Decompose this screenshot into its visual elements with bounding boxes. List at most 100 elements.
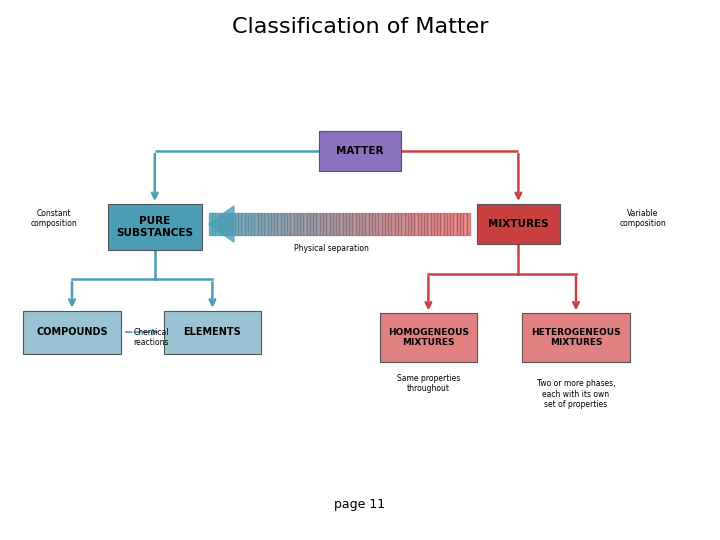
Text: Variable
composition: Variable composition	[619, 209, 666, 228]
Text: ELEMENTS: ELEMENTS	[184, 327, 241, 337]
Polygon shape	[209, 206, 234, 242]
FancyBboxPatch shape	[477, 204, 560, 244]
Bar	[277, 213, 281, 235]
Bar	[349, 213, 352, 235]
Bar	[248, 213, 251, 235]
Bar	[333, 213, 336, 235]
Bar	[366, 213, 369, 235]
Bar	[225, 213, 228, 235]
Bar	[379, 213, 382, 235]
Bar	[215, 213, 219, 235]
Bar	[343, 213, 346, 235]
Bar	[245, 213, 248, 235]
Bar	[313, 213, 317, 235]
Bar	[359, 213, 362, 235]
Bar	[401, 213, 405, 235]
Bar	[428, 213, 431, 235]
FancyBboxPatch shape	[319, 131, 402, 172]
Bar	[254, 213, 258, 235]
Bar	[414, 213, 418, 235]
Text: Classification of Matter: Classification of Matter	[232, 17, 488, 37]
Bar	[418, 213, 421, 235]
Bar	[456, 213, 460, 235]
FancyBboxPatch shape	[163, 310, 261, 354]
Text: Same properties
throughout: Same properties throughout	[397, 374, 460, 393]
Bar	[382, 213, 385, 235]
Bar	[219, 213, 222, 235]
Bar	[411, 213, 414, 235]
Bar	[405, 213, 408, 235]
Bar	[287, 213, 290, 235]
Bar	[467, 213, 469, 235]
Bar	[330, 213, 333, 235]
Bar	[431, 213, 434, 235]
Bar	[369, 213, 372, 235]
Bar	[268, 213, 271, 235]
Bar	[310, 213, 313, 235]
Bar	[408, 213, 411, 235]
FancyBboxPatch shape	[380, 313, 477, 362]
Bar	[447, 213, 450, 235]
Bar	[356, 213, 359, 235]
Bar	[463, 213, 467, 235]
Bar	[258, 213, 261, 235]
Bar	[241, 213, 245, 235]
Text: PURE
SUBSTANCES: PURE SUBSTANCES	[117, 216, 193, 238]
Bar	[460, 213, 463, 235]
Bar	[421, 213, 424, 235]
Bar	[238, 213, 241, 235]
Text: HETEROGENEOUS
MIXTURES: HETEROGENEOUS MIXTURES	[531, 328, 621, 347]
FancyBboxPatch shape	[108, 204, 202, 249]
Bar	[222, 213, 225, 235]
Bar	[307, 213, 310, 235]
Bar	[398, 213, 401, 235]
Bar	[323, 213, 326, 235]
Bar	[212, 213, 215, 235]
Bar	[372, 213, 375, 235]
Bar	[336, 213, 339, 235]
Bar	[352, 213, 356, 235]
Bar	[209, 213, 212, 235]
Bar	[320, 213, 323, 235]
Bar	[450, 213, 454, 235]
Bar	[444, 213, 447, 235]
Bar	[346, 213, 349, 235]
Bar	[375, 213, 379, 235]
Bar	[454, 213, 456, 235]
Text: COMPOUNDS: COMPOUNDS	[36, 327, 108, 337]
Text: Constant
composition: Constant composition	[31, 209, 77, 228]
Bar	[434, 213, 437, 235]
Text: page 11: page 11	[334, 498, 386, 511]
Bar	[261, 213, 264, 235]
Bar	[362, 213, 366, 235]
Bar	[264, 213, 268, 235]
Bar	[235, 213, 238, 235]
Bar	[339, 213, 343, 235]
FancyBboxPatch shape	[23, 310, 121, 354]
Bar	[284, 213, 287, 235]
Bar	[232, 213, 235, 235]
Bar	[395, 213, 398, 235]
Text: MIXTURES: MIXTURES	[488, 219, 549, 229]
Bar	[228, 213, 232, 235]
Bar	[251, 213, 254, 235]
Bar	[385, 213, 388, 235]
Bar	[294, 213, 297, 235]
Bar	[274, 213, 277, 235]
Text: Two or more phases,
each with its own
set of properties: Two or more phases, each with its own se…	[536, 379, 616, 409]
FancyBboxPatch shape	[522, 313, 630, 362]
Bar	[297, 213, 300, 235]
Text: HOMOGENEOUS
MIXTURES: HOMOGENEOUS MIXTURES	[388, 328, 469, 347]
Bar	[300, 213, 303, 235]
Bar	[424, 213, 428, 235]
Bar	[290, 213, 294, 235]
Bar	[281, 213, 284, 235]
Bar	[437, 213, 441, 235]
Text: Physical separation: Physical separation	[294, 244, 369, 253]
Bar	[392, 213, 395, 235]
Bar	[271, 213, 274, 235]
Text: Chemical
reactions: Chemical reactions	[133, 328, 169, 347]
Text: MATTER: MATTER	[336, 146, 384, 156]
Bar	[388, 213, 392, 235]
Bar	[326, 213, 330, 235]
